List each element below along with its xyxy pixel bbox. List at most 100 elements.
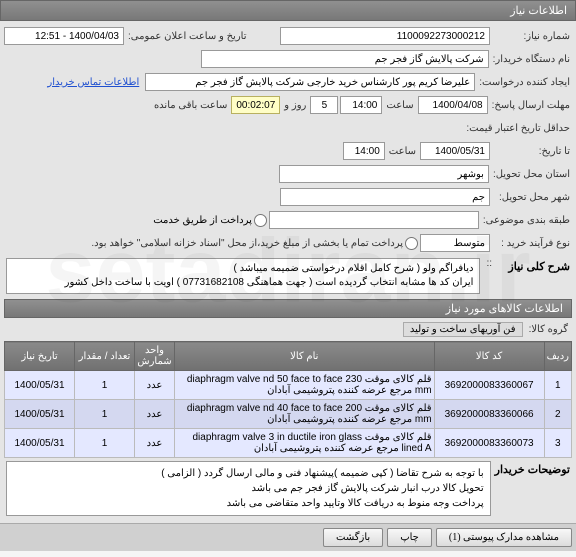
pay-option-1[interactable]: پرداخت از طریق خدمت bbox=[153, 214, 267, 227]
items-col-header: کد کالا bbox=[434, 342, 544, 371]
row-notes: توضیحات خریدار با توجه به شرح تقاضا ( کپ… bbox=[4, 458, 572, 519]
desc-colons: :: bbox=[484, 258, 494, 294]
city-label: شهر محل تحویل: bbox=[492, 192, 572, 203]
creator-label: ایجاد کننده درخواست: bbox=[477, 77, 572, 88]
table-cell: قلم کالای موقت diaphragm valve 3 in duct… bbox=[175, 429, 435, 458]
row-creator: ایجاد کننده درخواست: علیرضا کریم پور کار… bbox=[4, 71, 572, 93]
category-label: گروه کالا: bbox=[527, 324, 570, 335]
row-city: شهر محل تحویل: جم bbox=[4, 186, 572, 208]
panel-header: اطلاعات نیاز bbox=[0, 0, 576, 21]
purchase-label: نوع فرآیند خرید : bbox=[492, 238, 572, 249]
row-category: گروه کالا: فن آوریهای ساخت و تولید bbox=[4, 318, 572, 341]
desc-content: دیافراگم ولو ( شرح کامل اقلام درخواستی ض… bbox=[6, 258, 480, 294]
items-col-header: ردیف bbox=[544, 342, 571, 371]
table-row: 13692000083360067قلم کالای موقت diaphrag… bbox=[5, 371, 572, 400]
row-until: تا تاریخ: 1400/05/31 ساعت 14:00 bbox=[4, 140, 572, 162]
notes-line-3: پرداخت وجه منوط به دریافت کالا وتایید وا… bbox=[13, 496, 484, 511]
row-buyer: نام دستگاه خریدار: شرکت پالایش گاز فجر ج… bbox=[4, 48, 572, 70]
pay-option-1-text: پرداخت از طریق خدمت bbox=[153, 215, 252, 226]
buyer-value: شرکت پالایش گاز فجر جم bbox=[201, 50, 489, 68]
table-cell: قلم کالای موقت diaphragm valve nd 40 fac… bbox=[175, 400, 435, 429]
day-label: روز و bbox=[282, 100, 308, 111]
items-table: ردیفکد کالانام کالاواحد شمارشتعداد / مقد… bbox=[4, 341, 572, 458]
print-button[interactable]: چاپ bbox=[387, 528, 432, 547]
hour-label-2: ساعت bbox=[387, 146, 418, 157]
row-province: استان محل تحویل: بوشهر bbox=[4, 163, 572, 185]
table-cell: 1 bbox=[75, 400, 135, 429]
table-cell: عدد bbox=[135, 400, 175, 429]
purchase-value: متوسط bbox=[420, 234, 490, 252]
table-cell: 1 bbox=[75, 371, 135, 400]
until-hour: 14:00 bbox=[343, 142, 385, 160]
row-description: شرح کلی نیاز :: دیافراگم ولو ( شرح کامل … bbox=[4, 255, 572, 297]
items-col-header: تاریخ نیاز bbox=[5, 342, 75, 371]
pub-time-value: 1400/04/03 - 12:51 bbox=[4, 27, 124, 45]
items-col-header: نام کالا bbox=[175, 342, 435, 371]
row-validity: حداقل تاریخ اعتبار قیمت: bbox=[4, 117, 572, 139]
category-chip: فن آوریهای ساخت و تولید bbox=[403, 322, 523, 337]
buyer-label: نام دستگاه خریدار: bbox=[491, 54, 572, 65]
need-no-value: 1100092273000212 bbox=[280, 27, 490, 45]
city-value: جم bbox=[280, 188, 490, 206]
table-cell: 1400/05/31 bbox=[5, 429, 75, 458]
items-header-text: اطلاعات کالاهای مورد نیاز bbox=[446, 303, 563, 315]
footer-buttons: مشاهده مدارک پیوستی (1) چاپ بازگشت bbox=[0, 523, 576, 551]
pay-radio-2[interactable] bbox=[405, 237, 418, 250]
table-cell: 1 bbox=[544, 371, 571, 400]
table-cell: عدد bbox=[135, 371, 175, 400]
remain-days: 5 bbox=[310, 96, 338, 114]
validity-label: حداقل تاریخ اعتبار قیمت: bbox=[464, 123, 572, 134]
deadline-label: مهلت ارسال پاسخ: bbox=[490, 100, 572, 111]
table-cell: 3692000083360067 bbox=[434, 371, 544, 400]
desc-line-1: دیافراگم ولو ( شرح کامل اقلام درخواستی ض… bbox=[13, 262, 473, 276]
table-row: 23692000083360066قلم کالای موقت diaphrag… bbox=[5, 400, 572, 429]
creator-value: علیرضا کریم پور کارشناس خرید خارجی شرکت … bbox=[145, 73, 475, 91]
row-need-no: شماره نیاز: 1100092273000212 تاریخ و ساع… bbox=[4, 25, 572, 47]
notes-line-1: با توجه به شرح تقاضا ( کپی ضمیمه )پیشنها… bbox=[13, 466, 484, 481]
table-cell: 1 bbox=[75, 429, 135, 458]
pay-option-2-text: پرداخت تمام یا بخشی از مبلغ خرید،از محل … bbox=[91, 238, 403, 249]
budget-label: طبقه بندی موضوعی: bbox=[481, 215, 572, 226]
notes-content: با توجه به شرح تقاضا ( کپی ضمیمه )پیشنها… bbox=[6, 461, 491, 516]
table-cell: 3692000083360066 bbox=[434, 400, 544, 429]
row-budget: طبقه بندی موضوعی: پرداخت از طریق خدمت bbox=[4, 209, 572, 231]
table-cell: 3692000083360073 bbox=[434, 429, 544, 458]
need-no-label: شماره نیاز: bbox=[492, 31, 572, 42]
table-cell: 3 bbox=[544, 429, 571, 458]
table-cell: عدد bbox=[135, 429, 175, 458]
table-cell: قلم کالای موقت diaphragm valve nd 50 fac… bbox=[175, 371, 435, 400]
form-body: setadiran.ir شماره نیاز: 110009227300021… bbox=[0, 21, 576, 523]
until-date: 1400/05/31 bbox=[420, 142, 490, 160]
table-row: 33692000083360073قلم کالای موقت diaphrag… bbox=[5, 429, 572, 458]
notes-label: توضیحات خریدار bbox=[495, 461, 570, 516]
items-col-header: واحد شمارش bbox=[135, 342, 175, 371]
hour-label-1: ساعت bbox=[384, 100, 415, 111]
notes-line-2: تحویل کالا درب انبار شرکت پالایش گاز فجر… bbox=[13, 481, 484, 496]
row-purchase: نوع فرآیند خرید : متوسط پرداخت تمام یا ب… bbox=[4, 232, 572, 254]
pay-option-2[interactable]: پرداخت تمام یا بخشی از مبلغ خرید،از محل … bbox=[91, 237, 418, 250]
items-header: اطلاعات کالاهای مورد نیاز bbox=[4, 299, 572, 318]
remain-timer: 00:02:07 bbox=[231, 96, 280, 114]
deadline-date: 1400/04/08 bbox=[418, 96, 488, 114]
items-thead: ردیفکد کالانام کالاواحد شمارشتعداد / مقد… bbox=[5, 342, 572, 371]
remain-label: ساعت باقی مانده bbox=[152, 100, 229, 111]
province-value: بوشهر bbox=[279, 165, 489, 183]
province-label: استان محل تحویل: bbox=[491, 169, 572, 180]
attachments-button[interactable]: مشاهده مدارک پیوستی (1) bbox=[436, 528, 572, 547]
items-tbody: 13692000083360067قلم کالای موقت diaphrag… bbox=[5, 371, 572, 458]
header-title: اطلاعات نیاز bbox=[510, 5, 567, 17]
desc-line-2: ایران کد ها مشابه انتخاب گردیده است ( جه… bbox=[13, 276, 473, 290]
budget-value bbox=[269, 211, 479, 229]
items-col-header: تعداد / مقدار bbox=[75, 342, 135, 371]
table-cell: 2 bbox=[544, 400, 571, 429]
pay-radio-1[interactable] bbox=[254, 214, 267, 227]
until-label: تا تاریخ: bbox=[492, 146, 572, 157]
back-button[interactable]: بازگشت bbox=[323, 528, 383, 547]
row-deadline: مهلت ارسال پاسخ: 1400/04/08 ساعت 14:00 5… bbox=[4, 94, 572, 116]
buyer-info-link[interactable]: اطلاعات تماس خریدار bbox=[47, 77, 139, 88]
desc-title: شرح کلی نیاز bbox=[498, 258, 570, 294]
pub-time-label: تاریخ و ساعت اعلان عمومی: bbox=[126, 31, 249, 42]
table-cell: 1400/05/31 bbox=[5, 371, 75, 400]
deadline-hour: 14:00 bbox=[340, 96, 382, 114]
table-cell: 1400/05/31 bbox=[5, 400, 75, 429]
